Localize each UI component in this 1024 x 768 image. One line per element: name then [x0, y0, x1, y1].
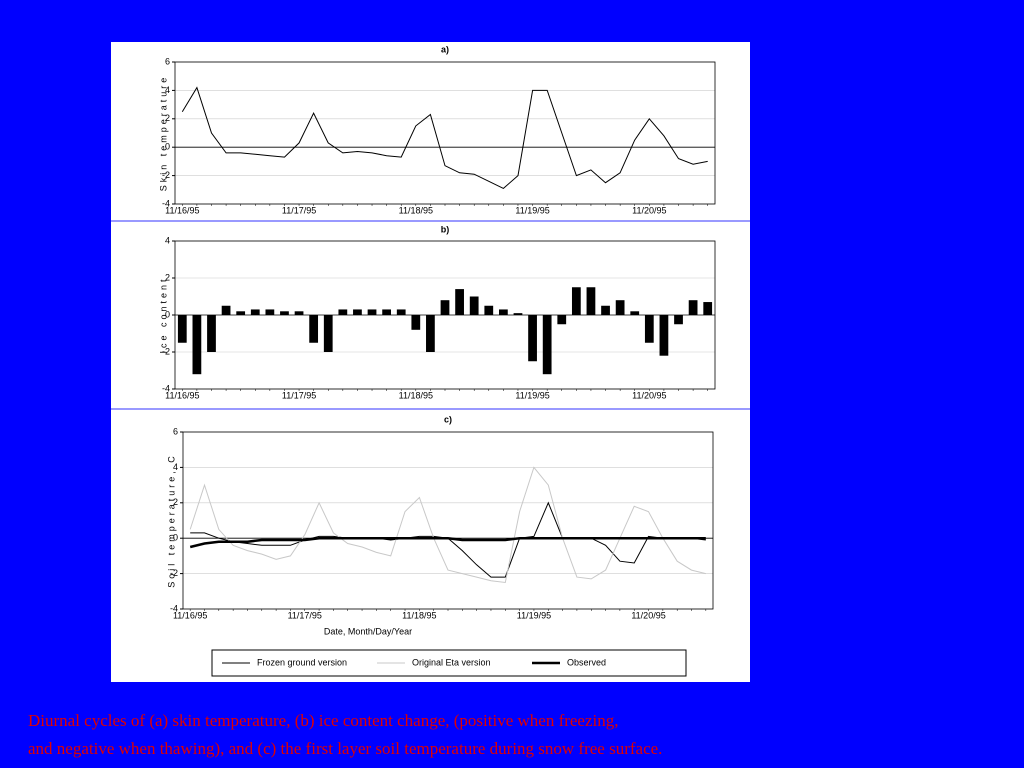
bar	[469, 296, 479, 315]
y-axis-label: Ice content	[158, 276, 168, 353]
y-tick-label: 2	[165, 272, 170, 282]
bar	[367, 309, 377, 315]
bar	[396, 309, 406, 315]
bar	[528, 315, 537, 362]
chart-title: a)	[441, 44, 449, 54]
bar	[557, 315, 567, 325]
y-tick-label: 2	[165, 113, 170, 123]
bar	[177, 315, 187, 343]
bar	[513, 313, 523, 315]
y-tick-label: -2	[162, 170, 170, 180]
bar	[309, 315, 319, 343]
bar	[615, 300, 625, 315]
x-tick-label: 11/16/95	[165, 390, 199, 400]
bar	[484, 305, 494, 315]
y-tick-label: 6	[165, 56, 170, 66]
y-tick-label: 4	[165, 235, 170, 245]
bar	[353, 309, 362, 315]
data-line	[181, 86, 708, 189]
legend-label: Observed	[567, 657, 606, 667]
bar	[674, 315, 683, 325]
bar	[236, 311, 246, 315]
y-tick-label: 2	[173, 497, 178, 507]
bar	[571, 287, 581, 315]
y-tick-label: 0	[165, 309, 170, 319]
y-tick-label: 4	[173, 462, 178, 472]
x-tick-label: 11/18/95	[402, 610, 436, 620]
caption: and negative when thawing), and (c) the …	[28, 739, 662, 758]
bar	[703, 302, 713, 315]
x-tick-label: 11/19/95	[515, 390, 549, 400]
caption: Diurnal cycles of (a) skin temperature, …	[28, 711, 619, 730]
figure-panel	[111, 42, 750, 682]
y-tick-label: -4	[170, 603, 178, 613]
y-tick-label: -2	[162, 346, 170, 356]
bar	[455, 289, 464, 315]
bar	[499, 309, 508, 315]
bar	[207, 315, 216, 352]
bar	[688, 300, 698, 315]
legend	[211, 649, 687, 677]
bar	[601, 305, 610, 315]
x-tick-label: 11/20/95	[631, 610, 665, 620]
y-tick-label: 6	[173, 426, 178, 436]
data-line	[189, 536, 706, 549]
bar	[338, 309, 348, 315]
y-tick-label: 4	[165, 85, 170, 95]
bar	[630, 311, 640, 315]
bar	[659, 315, 669, 356]
chart-title: c)	[444, 414, 452, 424]
x-tick-label: 11/17/95	[282, 205, 316, 215]
bar	[542, 315, 552, 375]
y-tick-label: -4	[162, 383, 170, 393]
bar	[265, 309, 275, 315]
x-tick-label: 11/20/95	[632, 205, 666, 215]
chart-title: b)	[441, 224, 450, 234]
bar	[440, 300, 450, 315]
y-tick-label: -2	[170, 568, 178, 578]
x-tick-label: 11/19/95	[517, 610, 551, 620]
y-tick-label: -4	[162, 198, 170, 208]
legend-label: Original Eta version	[412, 657, 491, 667]
bar	[294, 311, 304, 315]
bar	[280, 311, 289, 315]
bar	[323, 315, 333, 352]
x-tick-label: 11/17/95	[288, 610, 322, 620]
bar	[382, 309, 391, 315]
y-tick-label: 0	[173, 533, 178, 543]
x-tick-label: 11/17/95	[282, 390, 316, 400]
bar	[644, 315, 654, 343]
x-axis-label: Date, Month/Day/Year	[324, 626, 412, 636]
x-tick-label: 11/16/95	[173, 610, 207, 620]
bar	[426, 315, 435, 352]
bar	[411, 315, 421, 330]
x-tick-label: 11/16/95	[165, 205, 199, 215]
y-axis-label: Skin temperature	[158, 75, 168, 192]
x-tick-label: 11/19/95	[515, 205, 549, 215]
x-tick-label: 11/18/95	[399, 205, 433, 215]
x-tick-label: 11/18/95	[399, 390, 433, 400]
bar	[586, 287, 596, 315]
bar	[250, 309, 260, 315]
bar	[221, 305, 231, 315]
y-tick-label: 0	[165, 142, 170, 152]
bar	[192, 315, 202, 375]
y-axis-label: Soil temperature, C	[166, 453, 176, 588]
legend-label: Frozen ground version	[257, 657, 347, 667]
x-tick-label: 11/20/95	[632, 390, 666, 400]
